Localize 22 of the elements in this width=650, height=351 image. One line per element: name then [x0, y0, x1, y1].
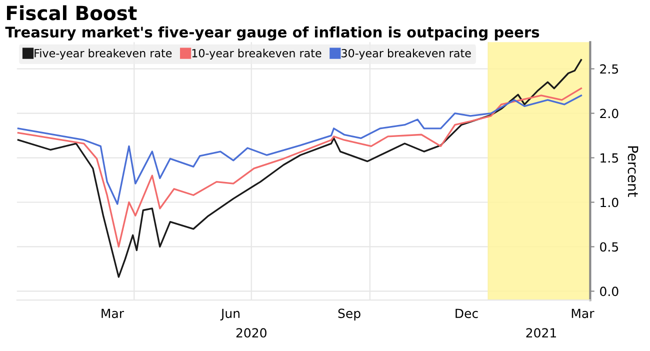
chart-title: Fiscal Boost [6, 5, 137, 20]
y-axis-title: Percent [628, 146, 638, 197]
y-tick-label: 0.5 [600, 242, 618, 252]
x-tick-label: Mar [102, 308, 124, 318]
x2-tick-label: 2021 [526, 328, 556, 338]
line-series [17, 94, 582, 205]
x-tick-label: Jun [220, 308, 240, 320]
chart-subtitle: Treasury market's five-year gauge of inflation is outpacing peers [5, 26, 540, 41]
y-tick-label: 1.0 [600, 198, 618, 208]
y-tick-label: 2.0 [600, 108, 618, 118]
legend-label: 30-year breakeven rate [342, 48, 471, 60]
x-tick-label: Sep [338, 308, 360, 321]
x-tick-label: Mar [572, 308, 594, 318]
y-tick-label: 2.5 [600, 64, 618, 74]
line-series [17, 88, 582, 248]
x2-tick-label: 2020 [236, 328, 266, 338]
y-tick-label: 1.5 [600, 153, 618, 163]
legend-label: Five-year breakeven rate [34, 48, 172, 60]
line-series [17, 59, 582, 278]
legend-label: 10-year breakeven rate [192, 48, 322, 60]
x-tick-label: Dec [456, 308, 478, 318]
y-tick-label: 0.0 [600, 286, 618, 296]
